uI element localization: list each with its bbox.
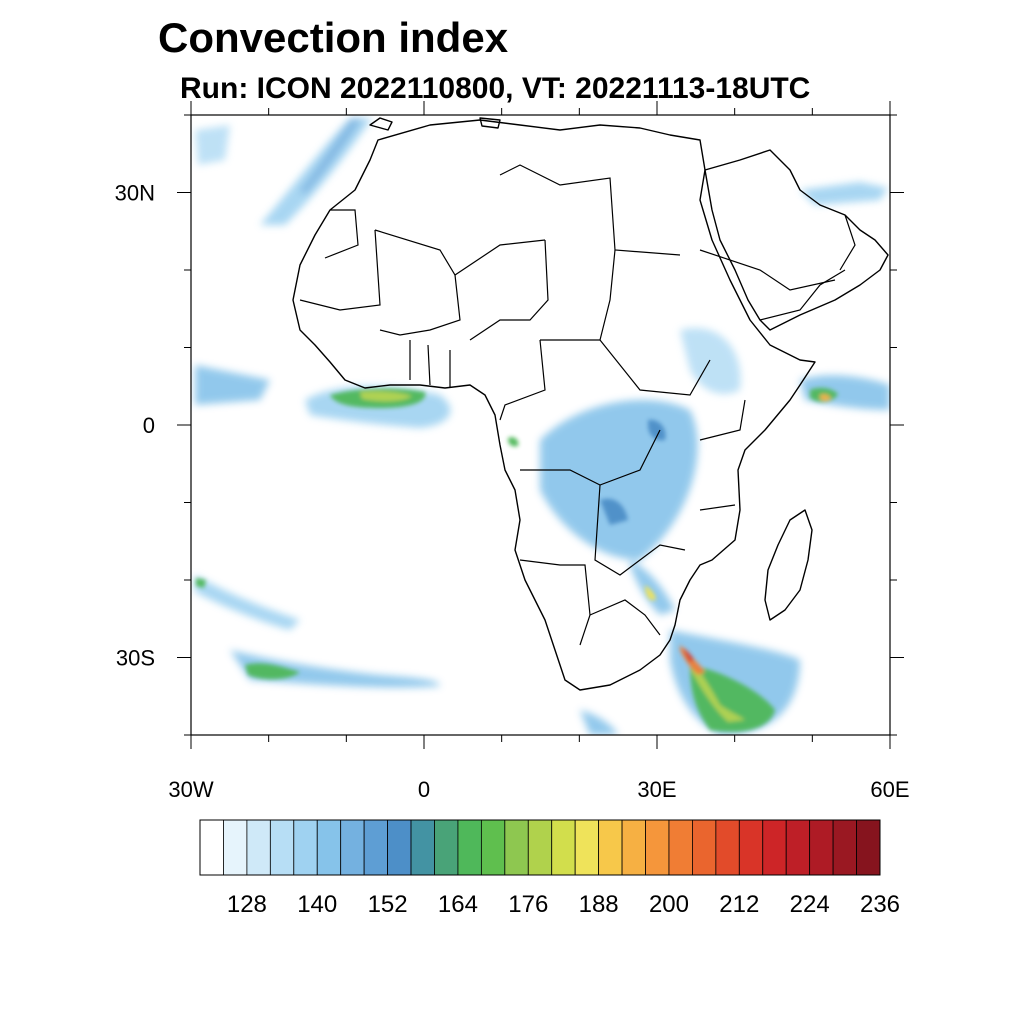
colorbar-swatch [527, 819, 553, 876]
colorbar-swatch [223, 819, 248, 876]
colorbar-swatch [551, 819, 576, 876]
colorbar-swatch [480, 819, 506, 876]
colorbar-frame [199, 819, 881, 876]
colorbar-label: 188 [579, 891, 619, 918]
map-plot-area [191, 115, 890, 735]
colorbar-swatch [269, 819, 295, 876]
colorbar-label: 224 [790, 891, 830, 918]
convection-field [195, 118, 890, 735]
map-title: Convection index [158, 14, 509, 61]
colorbar-label: 212 [719, 891, 759, 918]
y-tick-label: 0 [143, 413, 155, 438]
colorbar-swatch [434, 819, 459, 876]
country-borders [299, 164, 856, 646]
colorbar-swatch [363, 819, 388, 876]
colorbar-swatch [762, 819, 787, 876]
colorbar-label: 152 [368, 891, 408, 918]
colorbar-label: 236 [860, 891, 900, 918]
y-tick-label: 30S [116, 646, 155, 671]
map-axes: 30W 0 30E 60E 30N 0 30S [115, 101, 910, 802]
colorbar-swatch [457, 819, 482, 876]
map-subtitle: Run: ICON 2022110800, VT: 20221113-18UTC [180, 72, 811, 105]
colorbar-swatch [645, 819, 670, 876]
x-tick-label: 30W [168, 777, 213, 802]
colorbar-swatch [832, 819, 857, 876]
colorbar-swatch [574, 819, 600, 876]
colorbar-swatch [785, 819, 811, 876]
colorbar-label: 128 [227, 891, 267, 918]
colorbar: 128 140 152 164 176 188 200 212 224 236 [199, 819, 900, 918]
x-tick-label: 30E [637, 777, 676, 802]
colorbar-swatch [316, 819, 342, 876]
colorbar-swatch [293, 819, 318, 876]
colorbar-swatch [809, 819, 834, 876]
colorbar-label: 176 [508, 891, 548, 918]
colorbar-swatch [692, 819, 717, 876]
colorbar-label: 200 [649, 891, 689, 918]
colorbar-swatch [387, 819, 412, 876]
colorbar-swatch [738, 819, 764, 876]
colorbar-swatch [340, 819, 365, 876]
colorbar-swatch [621, 819, 646, 876]
colorbar-swatch [410, 819, 435, 876]
colorbar-swatch [856, 819, 881, 876]
colorbar-swatch [598, 819, 623, 876]
coastlines [292, 117, 889, 691]
colorbar-swatch [199, 819, 224, 876]
colorbar-swatch [246, 819, 271, 876]
colorbar-label: 140 [297, 891, 337, 918]
ocean-background [191, 115, 890, 735]
colorbar-swatch [668, 819, 693, 876]
colorbar-label: 164 [438, 891, 478, 918]
x-tick-label: 60E [870, 777, 909, 802]
y-tick-label: 30N [115, 181, 155, 206]
x-tick-label: 0 [418, 777, 430, 802]
colorbar-swatch [715, 819, 740, 876]
colorbar-swatch [504, 819, 529, 876]
